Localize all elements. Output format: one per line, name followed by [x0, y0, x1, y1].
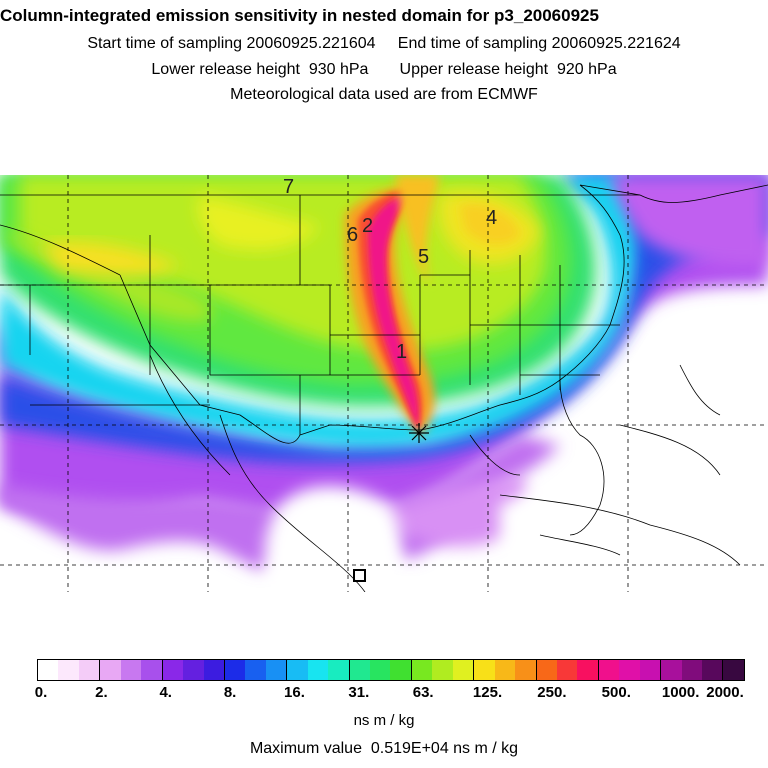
colorbar-tick-label: 2000. — [706, 684, 744, 701]
colorbar-tick-label: 250. — [537, 684, 567, 701]
map-label-1: 1 — [396, 341, 407, 363]
colorbar-segment — [577, 660, 599, 680]
colorbar-tick-label: 16. — [284, 684, 305, 701]
colorbar-segment — [307, 660, 329, 680]
colorbar-tick-label: 4. — [159, 684, 172, 701]
colorbar-tick-label: 0. — [34, 684, 48, 701]
maximum-value-label: Maximum value 0.519E+04 ns m / kg — [249, 740, 519, 757]
lat-lon-grid — [0, 175, 768, 592]
colorbar-tick-label: 125. — [472, 684, 503, 701]
colorbar-segment — [619, 660, 640, 680]
sensitivity-map: 7 6 2 4 5 1 — [0, 175, 768, 592]
map-label-5: 5 — [418, 246, 429, 268]
map-label-6: 6 — [347, 224, 358, 246]
map-label-2: 2 — [362, 215, 373, 237]
colorbar-segment — [203, 660, 225, 680]
colorbar-segment — [120, 660, 142, 680]
colorbar-segment — [536, 660, 557, 680]
colorbar-segment — [452, 660, 475, 680]
colorbar-segment — [390, 660, 412, 680]
colorbar-segment — [78, 660, 101, 680]
colorbar-segment — [556, 660, 578, 680]
colorbar-segment — [494, 660, 516, 680]
colorbar-segment — [224, 660, 246, 680]
sensitivity-field — [0, 175, 768, 592]
colorbar-tick-label: 500. — [601, 684, 631, 701]
colorbar-segment — [245, 660, 266, 680]
colorbar-segment — [515, 660, 537, 680]
colorbar-segment — [598, 660, 620, 680]
met-data-line: Meteorological data used are from ECMWF — [230, 86, 538, 103]
colorbar-segment — [639, 660, 662, 680]
colorbar-segment — [162, 660, 184, 680]
colorbar-segment — [702, 660, 724, 680]
colorbar-segment — [265, 660, 288, 680]
star-marker — [409, 423, 429, 443]
colorbar-units: ns m / kg — [353, 712, 415, 729]
colorbar-segment — [661, 660, 682, 680]
colorbar-segment — [411, 660, 433, 680]
colorbar-segment — [100, 660, 121, 680]
colorbar-segment — [287, 660, 308, 680]
colorbar — [37, 659, 745, 681]
colorbar-segment — [183, 660, 204, 680]
square-marker — [353, 569, 366, 582]
map-label-4: 4 — [486, 207, 497, 229]
sampling-time-line: Start time of sampling 20060925.221604 E… — [87, 35, 681, 52]
colorbar-segment — [681, 660, 702, 680]
colorbar-segment — [58, 660, 79, 680]
map-label-7: 7 — [283, 176, 294, 198]
colorbar-tick-label: 63. — [412, 684, 434, 701]
colorbar-segment — [38, 660, 59, 680]
political-boundaries — [0, 184, 768, 592]
colorbar-segment — [474, 660, 495, 680]
colorbar-segment — [370, 660, 391, 680]
colorbar-tick-label: 8. — [223, 684, 237, 701]
colorbar-segment — [723, 660, 744, 680]
colorbar-segment — [141, 660, 163, 680]
colorbar-segment — [432, 660, 453, 680]
colorbar-segment — [349, 660, 370, 680]
colorbar-tick-label: 2. — [95, 684, 108, 701]
release-height-line: Lower release height 930 hPa Upper relea… — [151, 61, 617, 78]
colorbar-tick-label: 31. — [348, 684, 370, 701]
colorbar-segment — [328, 660, 350, 680]
colorbar-tick-label: 1000. — [661, 684, 700, 701]
figure-title: Column-integrated emission sensitivity i… — [0, 6, 599, 25]
